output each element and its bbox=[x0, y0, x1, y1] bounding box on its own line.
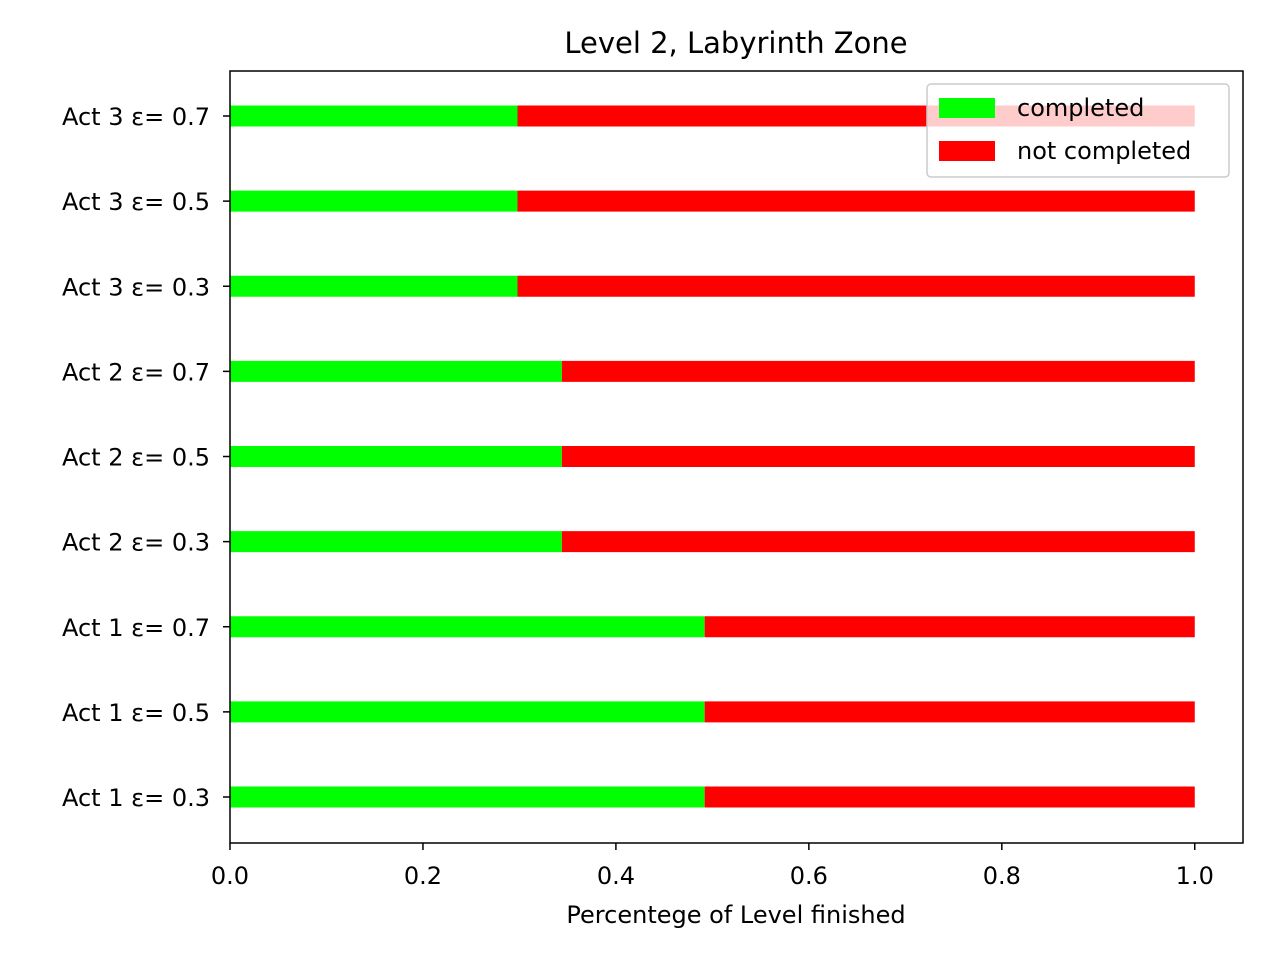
bar-not-completed-2 bbox=[704, 616, 1195, 638]
legend-swatch-not-completed bbox=[939, 141, 995, 161]
bar-completed-5 bbox=[230, 360, 562, 382]
legend-label-not-completed: not completed bbox=[1017, 137, 1191, 165]
bar-completed-7 bbox=[230, 190, 518, 212]
x-tick-label: 0.2 bbox=[404, 862, 442, 890]
x-tick-label: 1.0 bbox=[1176, 862, 1214, 890]
y-tick-label: Act 2 ε= 0.5 bbox=[62, 444, 210, 472]
y-tick-label: Act 1 ε= 0.7 bbox=[62, 614, 210, 642]
bar-not-completed-3 bbox=[561, 531, 1195, 553]
x-tick-label: 0.6 bbox=[790, 862, 828, 890]
bar-not-completed-1 bbox=[704, 701, 1195, 723]
x-tick-label: 0.0 bbox=[211, 862, 249, 890]
bar-completed-0 bbox=[230, 786, 705, 808]
bar-not-completed-0 bbox=[704, 786, 1195, 808]
y-tick-label: Act 3 ε= 0.5 bbox=[62, 188, 210, 216]
bars bbox=[230, 105, 1195, 808]
bar-completed-1 bbox=[230, 701, 705, 723]
x-tick-label: 0.4 bbox=[597, 862, 635, 890]
y-tick-label: Act 2 ε= 0.3 bbox=[62, 529, 210, 557]
y-tick-label: Act 2 ε= 0.7 bbox=[62, 358, 210, 386]
legend-box bbox=[926, 83, 1230, 178]
y-tick-label: Act 3 ε= 0.3 bbox=[62, 273, 210, 301]
chart-title: Level 2, Labyrinth Zone bbox=[564, 26, 907, 60]
bar-completed-3 bbox=[230, 531, 562, 553]
bar-completed-2 bbox=[230, 616, 705, 638]
y-axis: Act 1 ε= 0.3 Act 1 ε= 0.5 Act 1 ε= 0.7 Act … bbox=[62, 103, 230, 812]
bar-not-completed-5 bbox=[561, 360, 1195, 382]
bar-not-completed-4 bbox=[561, 446, 1195, 467]
bar-not-completed-7 bbox=[517, 190, 1195, 212]
bar-completed-6 bbox=[230, 275, 518, 297]
legend-label-completed: completed bbox=[1017, 94, 1144, 122]
y-tick-label: Act 1 ε= 0.5 bbox=[62, 699, 210, 727]
bar-completed-8 bbox=[230, 105, 518, 127]
y-tick-label: Act 3 ε= 0.7 bbox=[62, 103, 210, 131]
y-tick-label: Act 1 ε= 0.3 bbox=[62, 784, 210, 812]
legend-swatch-completed bbox=[939, 98, 995, 118]
legend: completed not completed bbox=[926, 83, 1230, 178]
bar-completed-4 bbox=[230, 446, 562, 467]
x-tick-label: 0.8 bbox=[983, 862, 1021, 890]
x-axis-label: Percentege of Level finished bbox=[566, 901, 905, 929]
bar-not-completed-6 bbox=[517, 275, 1195, 297]
x-axis: 0.0 0.2 0.4 0.6 0.8 1.0 bbox=[211, 843, 1214, 890]
